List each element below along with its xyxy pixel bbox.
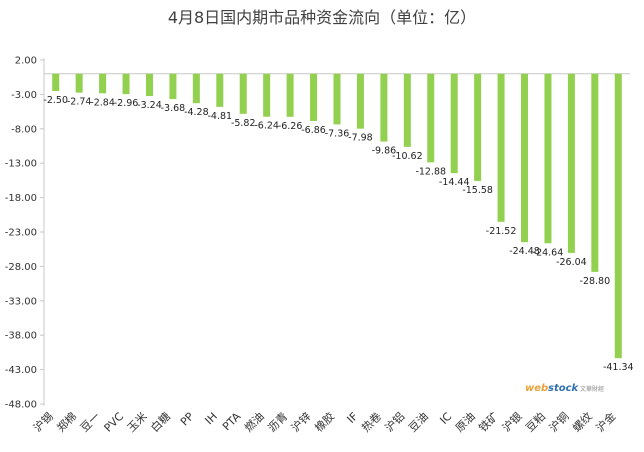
y-tick-label: -13.00	[5, 159, 37, 170]
bar-8	[216, 73, 224, 107]
logo-stock-text: stock	[548, 383, 580, 394]
data-label: -7.36	[325, 128, 350, 139]
data-label: -21.52	[486, 226, 517, 237]
y-tick-label: -18.00	[5, 193, 37, 204]
x-tick-label: PTA	[220, 410, 244, 434]
x-tick-label: 燃油	[241, 409, 266, 434]
bar-23	[567, 73, 575, 253]
x-tick-label: 螺纹	[570, 409, 595, 434]
x-tick-label: 玉米	[125, 410, 150, 435]
bar-19	[474, 73, 482, 181]
data-labels: -2.50-2.74-2.84-2.96-3.24-3.68-4.28-4.81…	[43, 95, 633, 373]
bar-9	[239, 73, 247, 114]
bar-2	[75, 73, 83, 93]
x-tick-label: 铁矿	[476, 410, 501, 435]
bar-18	[450, 73, 458, 174]
data-label: -10.62	[392, 151, 423, 162]
bar-22	[544, 73, 552, 244]
data-label: -9.86	[372, 146, 397, 157]
data-label: -2.50	[43, 95, 68, 106]
x-tick-label: 豆一	[78, 410, 103, 435]
bar-21	[521, 73, 529, 243]
data-label: -15.58	[462, 185, 493, 196]
data-label: -5.82	[231, 118, 256, 129]
data-label: -6.26	[278, 121, 303, 132]
x-tick-label: 沪锌	[288, 409, 313, 434]
bar-12	[310, 73, 318, 121]
logo-sub-text: 文華財經	[580, 385, 604, 393]
data-label: -4.81	[208, 111, 233, 122]
bar-6	[169, 73, 177, 100]
y-axis: 2.00 -3.00 -8.00 -13.00 -18.00 -23.00 -28.00 -3…	[5, 56, 630, 411]
bars	[52, 73, 622, 359]
data-label: -3.24	[137, 100, 162, 111]
x-tick-label: IC	[437, 410, 454, 427]
x-tick-label: IF	[345, 410, 361, 426]
data-label: -41.34	[603, 362, 634, 373]
data-label: -28.80	[580, 276, 611, 287]
data-label: -14.44	[439, 177, 470, 188]
bar-3	[99, 73, 107, 94]
data-label: -3.68	[161, 103, 186, 114]
x-tick-label: 橡胶	[312, 409, 337, 434]
bar-1	[52, 73, 60, 91]
bar-14	[356, 73, 364, 129]
bar-25	[614, 73, 622, 359]
bar-16	[403, 73, 411, 147]
x-tick-label: 沪锡	[30, 409, 55, 434]
y-tick-label: -48.00	[5, 400, 37, 411]
bar-13	[333, 73, 341, 125]
x-tick-label: 热卷	[359, 409, 384, 434]
data-label: -2.84	[90, 97, 115, 108]
x-tick-label: 沪铜	[546, 409, 571, 434]
bar-17	[427, 73, 435, 163]
x-tick-label: 沪银	[499, 409, 524, 434]
y-tick-label: -8.00	[11, 124, 37, 135]
x-tick-label: 原油	[452, 409, 477, 434]
webstock-logo: web stock 文華財經	[525, 383, 604, 394]
chart-title: 4月8日国内期市品种资金流向（单位：亿）	[167, 8, 477, 27]
bar-11	[286, 73, 294, 117]
data-label: -24.64	[533, 247, 564, 258]
y-tick-label: -23.00	[5, 228, 37, 239]
y-tick-label: 2.00	[15, 56, 37, 67]
x-tick-label: PP	[178, 410, 197, 429]
bar-7	[192, 73, 200, 104]
data-label: -4.28	[184, 107, 209, 118]
data-label: -6.24	[254, 121, 279, 132]
y-tick-label: -33.00	[5, 296, 37, 307]
x-tick-label: 沪铝	[382, 409, 407, 434]
bar-15	[380, 73, 388, 142]
data-label: -7.98	[348, 133, 373, 144]
x-tick-label: 白糖	[148, 409, 173, 434]
x-tick-label: 沥青	[265, 410, 290, 435]
x-tick-label: 豆粕	[523, 409, 548, 434]
bar-24	[591, 73, 599, 272]
x-tick-label: IH	[203, 410, 220, 427]
y-tick-label: -3.00	[11, 90, 37, 101]
data-label: -2.74	[67, 97, 92, 108]
x-tick-label: 郑棉	[54, 409, 79, 434]
bar-4	[122, 73, 130, 95]
bar-20	[497, 73, 505, 222]
data-label: -24.48	[509, 246, 540, 257]
data-label: -12.88	[415, 166, 446, 177]
x-tick-label: 豆油	[405, 409, 430, 434]
y-tick-label: -28.00	[5, 262, 37, 273]
data-label: -26.04	[556, 257, 587, 268]
y-tick-label: -38.00	[5, 331, 37, 342]
data-label: -2.96	[114, 98, 139, 109]
bar-5	[145, 73, 153, 97]
y-tick-label: -43.00	[5, 365, 37, 376]
logo-web-text: web	[525, 383, 548, 394]
x-tick-label: 沪金	[593, 409, 618, 434]
bar-10	[263, 73, 271, 117]
x-tick-label: PVC	[102, 410, 127, 435]
data-label: -6.86	[301, 125, 326, 136]
